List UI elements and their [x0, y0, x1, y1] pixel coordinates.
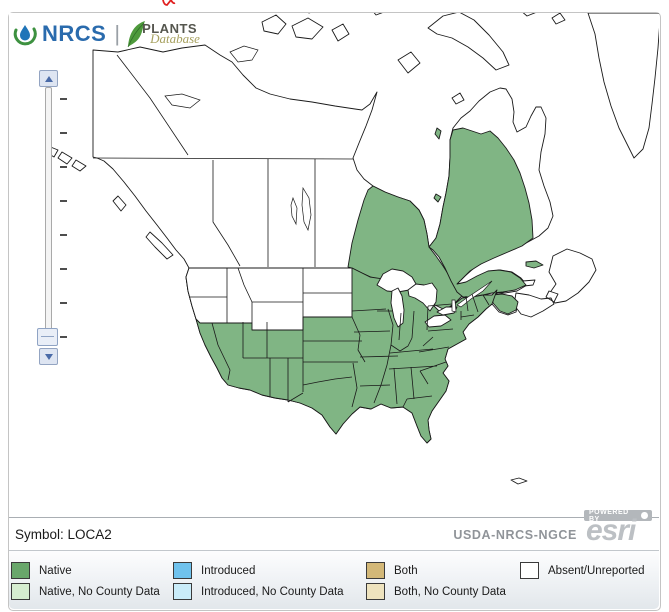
legend-swatch: [366, 583, 385, 600]
slider-tick: [60, 166, 67, 168]
arrow-up-icon: [44, 75, 53, 82]
plants-wordmark: PLANTS: [142, 21, 198, 36]
nrcs-wordmark[interactable]: NRCS: [42, 21, 107, 46]
esri-logo: POWERED BY esri: [584, 508, 654, 547]
legend-swatch: [11, 562, 30, 579]
legend-label: Introduced, No County Data: [201, 585, 344, 598]
legend-swatch: [520, 562, 539, 579]
absent-states-and-lakes: [185, 267, 493, 331]
legend-item-introduced: Introduced: [173, 562, 255, 579]
zoom-slider-thumb[interactable]: [37, 328, 58, 346]
legend: Native Native, No County Data Introduced…: [9, 551, 659, 609]
slider-tick: [60, 132, 67, 134]
cutoff-red-text-fragment: [162, 0, 176, 6]
slider-tick: [60, 234, 67, 236]
logo-separator: |: [114, 21, 121, 46]
legend-swatch: [173, 583, 192, 600]
slider-tick: [60, 336, 67, 338]
legend-item-introduced-no-county: Introduced, No County Data: [173, 583, 344, 600]
database-wordmark: Database: [150, 31, 200, 46]
leaf-icon: [127, 21, 146, 48]
header-logos: NRCS | PLANTS Database: [12, 18, 200, 50]
slider-tick: [60, 98, 67, 100]
legend-item-native: Native: [11, 562, 72, 579]
legend-swatch: [11, 583, 30, 600]
powered-by-badge: POWERED BY: [584, 508, 652, 523]
info-bar: Symbol: LOCA2 USDA-NRCS-NGCE: [9, 518, 659, 551]
legend-label: Native, No County Data: [39, 585, 160, 598]
legend-label: Both, No County Data: [394, 585, 506, 598]
slider-tick: [60, 302, 67, 304]
north-america-map: [45, 13, 659, 485]
legend-label: Native: [39, 564, 72, 577]
us-state-borders: [211, 293, 490, 408]
zoom-out-button[interactable]: [39, 348, 58, 365]
legend-item-both-no-county: Both, No County Data: [366, 583, 506, 600]
greenland: [587, 13, 659, 159]
legend-label: Absent/Unreported: [548, 564, 645, 577]
legend-swatch: [173, 562, 192, 579]
slider-tick: [60, 200, 67, 202]
plants-database-logo[interactable]: PLANTS Database: [126, 18, 200, 50]
slider-tick: [60, 268, 67, 270]
esri-wordmark: esri: [586, 514, 636, 547]
legend-label: Both: [394, 564, 418, 577]
esri-dot-icon: [641, 512, 648, 519]
zoom-slider-track[interactable]: [45, 87, 52, 334]
legend-item-absent: Absent/Unreported: [520, 562, 645, 579]
nrcs-drop-icon: [13, 25, 37, 46]
attribution-text: USDA-NRCS-NGCE: [453, 528, 577, 542]
distribution-map[interactable]: [9, 13, 659, 518]
powered-by-text: POWERED BY: [589, 508, 629, 523]
canada-borders: [92, 45, 354, 267]
legend-label: Introduced: [201, 564, 256, 577]
arrow-down-icon: [44, 353, 53, 360]
symbol-label: Symbol: LOCA2: [15, 527, 112, 542]
legend-item-both: Both: [366, 562, 418, 579]
zoom-slider[interactable]: [36, 70, 70, 366]
legend-swatch: [366, 562, 385, 579]
zoom-in-button[interactable]: [39, 70, 58, 87]
legend-item-native-no-county: Native, No County Data: [11, 583, 160, 600]
